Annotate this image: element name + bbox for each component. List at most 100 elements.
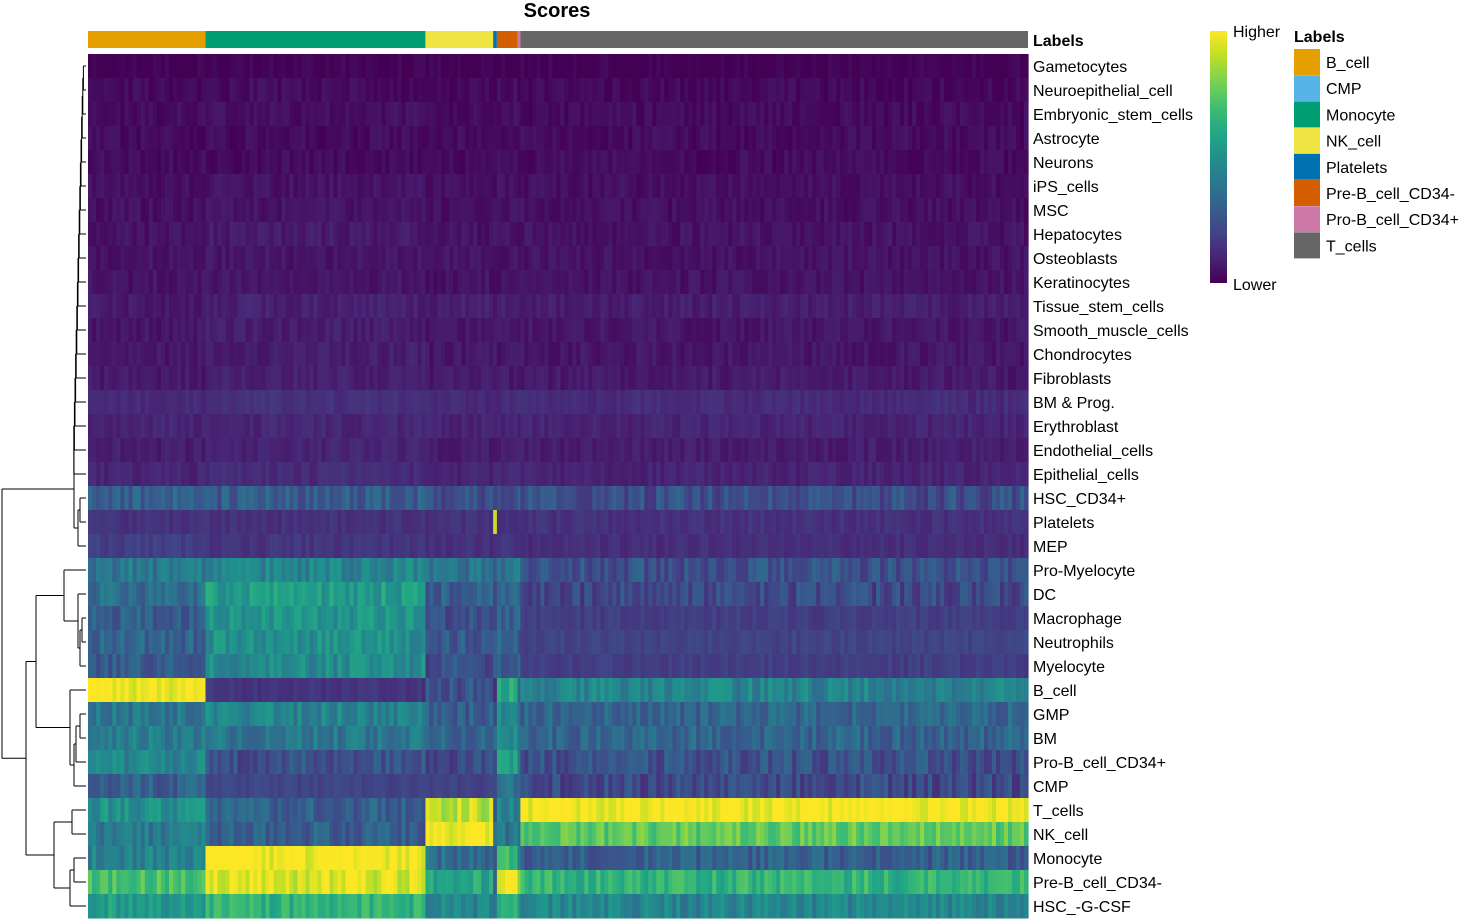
heatmap-cell (664, 270, 669, 295)
heatmap-cell (792, 270, 797, 295)
heatmap-cell (333, 54, 339, 79)
heatmap-cell (477, 318, 482, 343)
heatmap-cell (116, 126, 122, 151)
heatmap-cell (329, 462, 335, 487)
heatmap-cell (588, 510, 593, 535)
heatmap-cell (313, 198, 319, 223)
heatmap-cell (293, 294, 299, 319)
heatmap-cell (524, 486, 529, 511)
heatmap-cell (832, 198, 837, 223)
heatmap-cell (96, 270, 101, 295)
heatmap-cell (804, 126, 809, 151)
heatmap-cell (140, 102, 146, 127)
heatmap-cell (425, 246, 431, 271)
heatmap-cell (544, 486, 549, 511)
heatmap-cell (112, 246, 117, 271)
heatmap-cell (305, 270, 311, 295)
heatmap-cell (808, 174, 813, 199)
heatmap-cell (173, 54, 178, 79)
heatmap-cell (221, 174, 227, 199)
heatmap-cell (792, 462, 797, 487)
heatmap-cell (964, 270, 969, 295)
heatmap-cell (253, 78, 259, 103)
heatmap-cell (373, 102, 379, 127)
heatmap-cell (132, 534, 138, 559)
heatmap-cell (465, 438, 470, 463)
heatmap-cell (457, 174, 462, 199)
heatmap-cell (349, 150, 355, 175)
heatmap-cell (532, 342, 537, 367)
heatmap-cell (377, 270, 383, 295)
heatmap-cell (437, 174, 442, 199)
heatmap-cell (680, 318, 685, 343)
heatmap-cell (353, 54, 359, 79)
heatmap-cell (437, 366, 442, 391)
heatmap-cell (437, 414, 442, 439)
heatmap-cell (916, 318, 921, 343)
heatmap-cell (1000, 126, 1005, 151)
heatmap-cell (277, 174, 283, 199)
heatmap-cell (433, 414, 438, 439)
annotation-segment (517, 31, 521, 48)
heatmap-cell (928, 198, 933, 223)
heatmap-cell (532, 414, 537, 439)
heatmap-cell (616, 438, 621, 463)
heatmap-cell (477, 534, 482, 559)
heatmap-cell (820, 414, 825, 439)
heatmap-cell (489, 510, 494, 535)
annotation-segment (88, 31, 206, 48)
heatmap-cell (309, 174, 315, 199)
heatmap-cell (848, 174, 853, 199)
heatmap-cell (361, 270, 367, 295)
heatmap-cell (804, 246, 809, 271)
heatmap-cell (269, 246, 275, 271)
heatmap-cell (696, 198, 701, 223)
heatmap-cell (233, 270, 239, 295)
heatmap-cell (720, 510, 725, 535)
heatmap-cell (992, 390, 997, 415)
heatmap-cell (596, 270, 601, 295)
heatmap-cell (213, 222, 219, 247)
heatmap-cell (365, 150, 371, 175)
heatmap-cell (437, 438, 442, 463)
heatmap-cell (213, 126, 219, 151)
heatmap-cell (485, 366, 490, 391)
heatmap-cell (672, 510, 677, 535)
heatmap-cell (108, 510, 113, 535)
heatmap-cell (524, 102, 529, 127)
heatmap-cell (688, 270, 693, 295)
heatmap-cell (397, 534, 403, 559)
heatmap-cell (936, 246, 941, 271)
heatmap-cell (600, 198, 605, 223)
heatmap-cell (860, 126, 865, 151)
heatmap-cell (104, 534, 109, 559)
heatmap-cell (136, 414, 142, 439)
heatmap-cell (932, 78, 937, 103)
heatmap-cell (676, 534, 681, 559)
heatmap-cell (285, 150, 291, 175)
heatmap-cell (365, 270, 371, 295)
heatmap-cell (912, 174, 917, 199)
heatmap-cell (160, 534, 166, 559)
heatmap-cell (796, 174, 801, 199)
heatmap-cell (104, 198, 109, 223)
heatmap-cell (148, 342, 154, 367)
heatmap-cell (820, 174, 825, 199)
heatmap-cell (920, 294, 925, 319)
heatmap-cell (652, 102, 657, 127)
heatmap-cell (904, 294, 909, 319)
heatmap-cell (712, 150, 717, 175)
heatmap-cell (501, 342, 506, 367)
heatmap-cell (632, 366, 637, 391)
heatmap-cell (449, 294, 454, 319)
heatmap-cell (241, 270, 247, 295)
heatmap-cell (804, 318, 809, 343)
heatmap-cell (509, 294, 515, 319)
heatmap-cell (140, 342, 146, 367)
heatmap-cell (976, 486, 981, 511)
heatmap-cell (560, 270, 565, 295)
heatmap-cell (349, 246, 355, 271)
heatmap-cell (485, 438, 490, 463)
heatmap-cell (100, 486, 105, 511)
heatmap-cell (128, 366, 134, 391)
